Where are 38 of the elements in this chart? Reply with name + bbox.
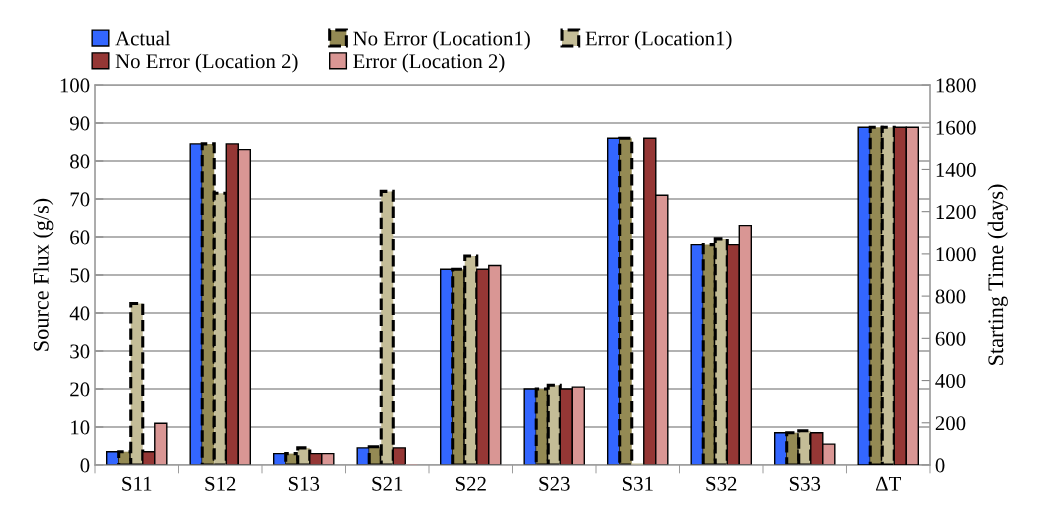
y-tick-label: 30 (70, 344, 90, 359)
x-tick-label: S13 (288, 476, 320, 491)
x-tick-label: S21 (372, 476, 403, 491)
legend-label: No Error (Location 2) (115, 53, 298, 73)
y-tick-label: 70 (70, 192, 90, 207)
y2-tick-label: 1600 (936, 120, 976, 135)
x-tick-label: S33 (789, 476, 821, 491)
legend-label: Actual (115, 30, 171, 46)
x-tick-label: S31 (622, 476, 653, 491)
y2-tick-label: 600 (935, 331, 966, 346)
y2-tick-label: 400 (935, 373, 966, 388)
legend-label: Error (Location 2) (353, 53, 505, 73)
y-tick-label: 40 (69, 306, 90, 321)
y-tick-label: 10 (71, 420, 90, 435)
x-tick-label: S12 (205, 476, 236, 491)
y-tick-label: 100 (60, 78, 90, 93)
y-tick-label: 60 (70, 230, 90, 245)
x-tick-label: S22 (455, 476, 486, 491)
legend-label: Error (Location1) (585, 30, 732, 50)
y2-tick-label: 800 (935, 289, 966, 304)
y-tick-label: 50 (70, 268, 90, 283)
y2-tick-label: 1400 (936, 162, 976, 177)
y2-tick-label: 0 (935, 458, 945, 473)
x-tick-label: S11 (122, 476, 152, 491)
x-tick-label: S23 (539, 476, 570, 491)
y2-tick-label: 1200 (936, 205, 976, 220)
y-tick-label: 0 (80, 458, 90, 473)
y-tick-label: 80 (70, 154, 90, 169)
y2-tick-label: 1800 (936, 78, 976, 93)
y-tick-label: 20 (70, 382, 90, 397)
y2-axis-title: Starting Time (days) (987, 184, 1008, 365)
y2-tick-label: 1000 (936, 247, 976, 262)
y2-tick-label: 200 (935, 416, 966, 431)
legend-label: No Error (Location1) (353, 30, 530, 50)
x-tick-label: S32 (706, 476, 737, 491)
y-tick-label: 90 (69, 116, 90, 131)
x-tick-label: ΔT (875, 476, 901, 491)
y-axis-title: Source Flux (g/s) (33, 198, 54, 351)
